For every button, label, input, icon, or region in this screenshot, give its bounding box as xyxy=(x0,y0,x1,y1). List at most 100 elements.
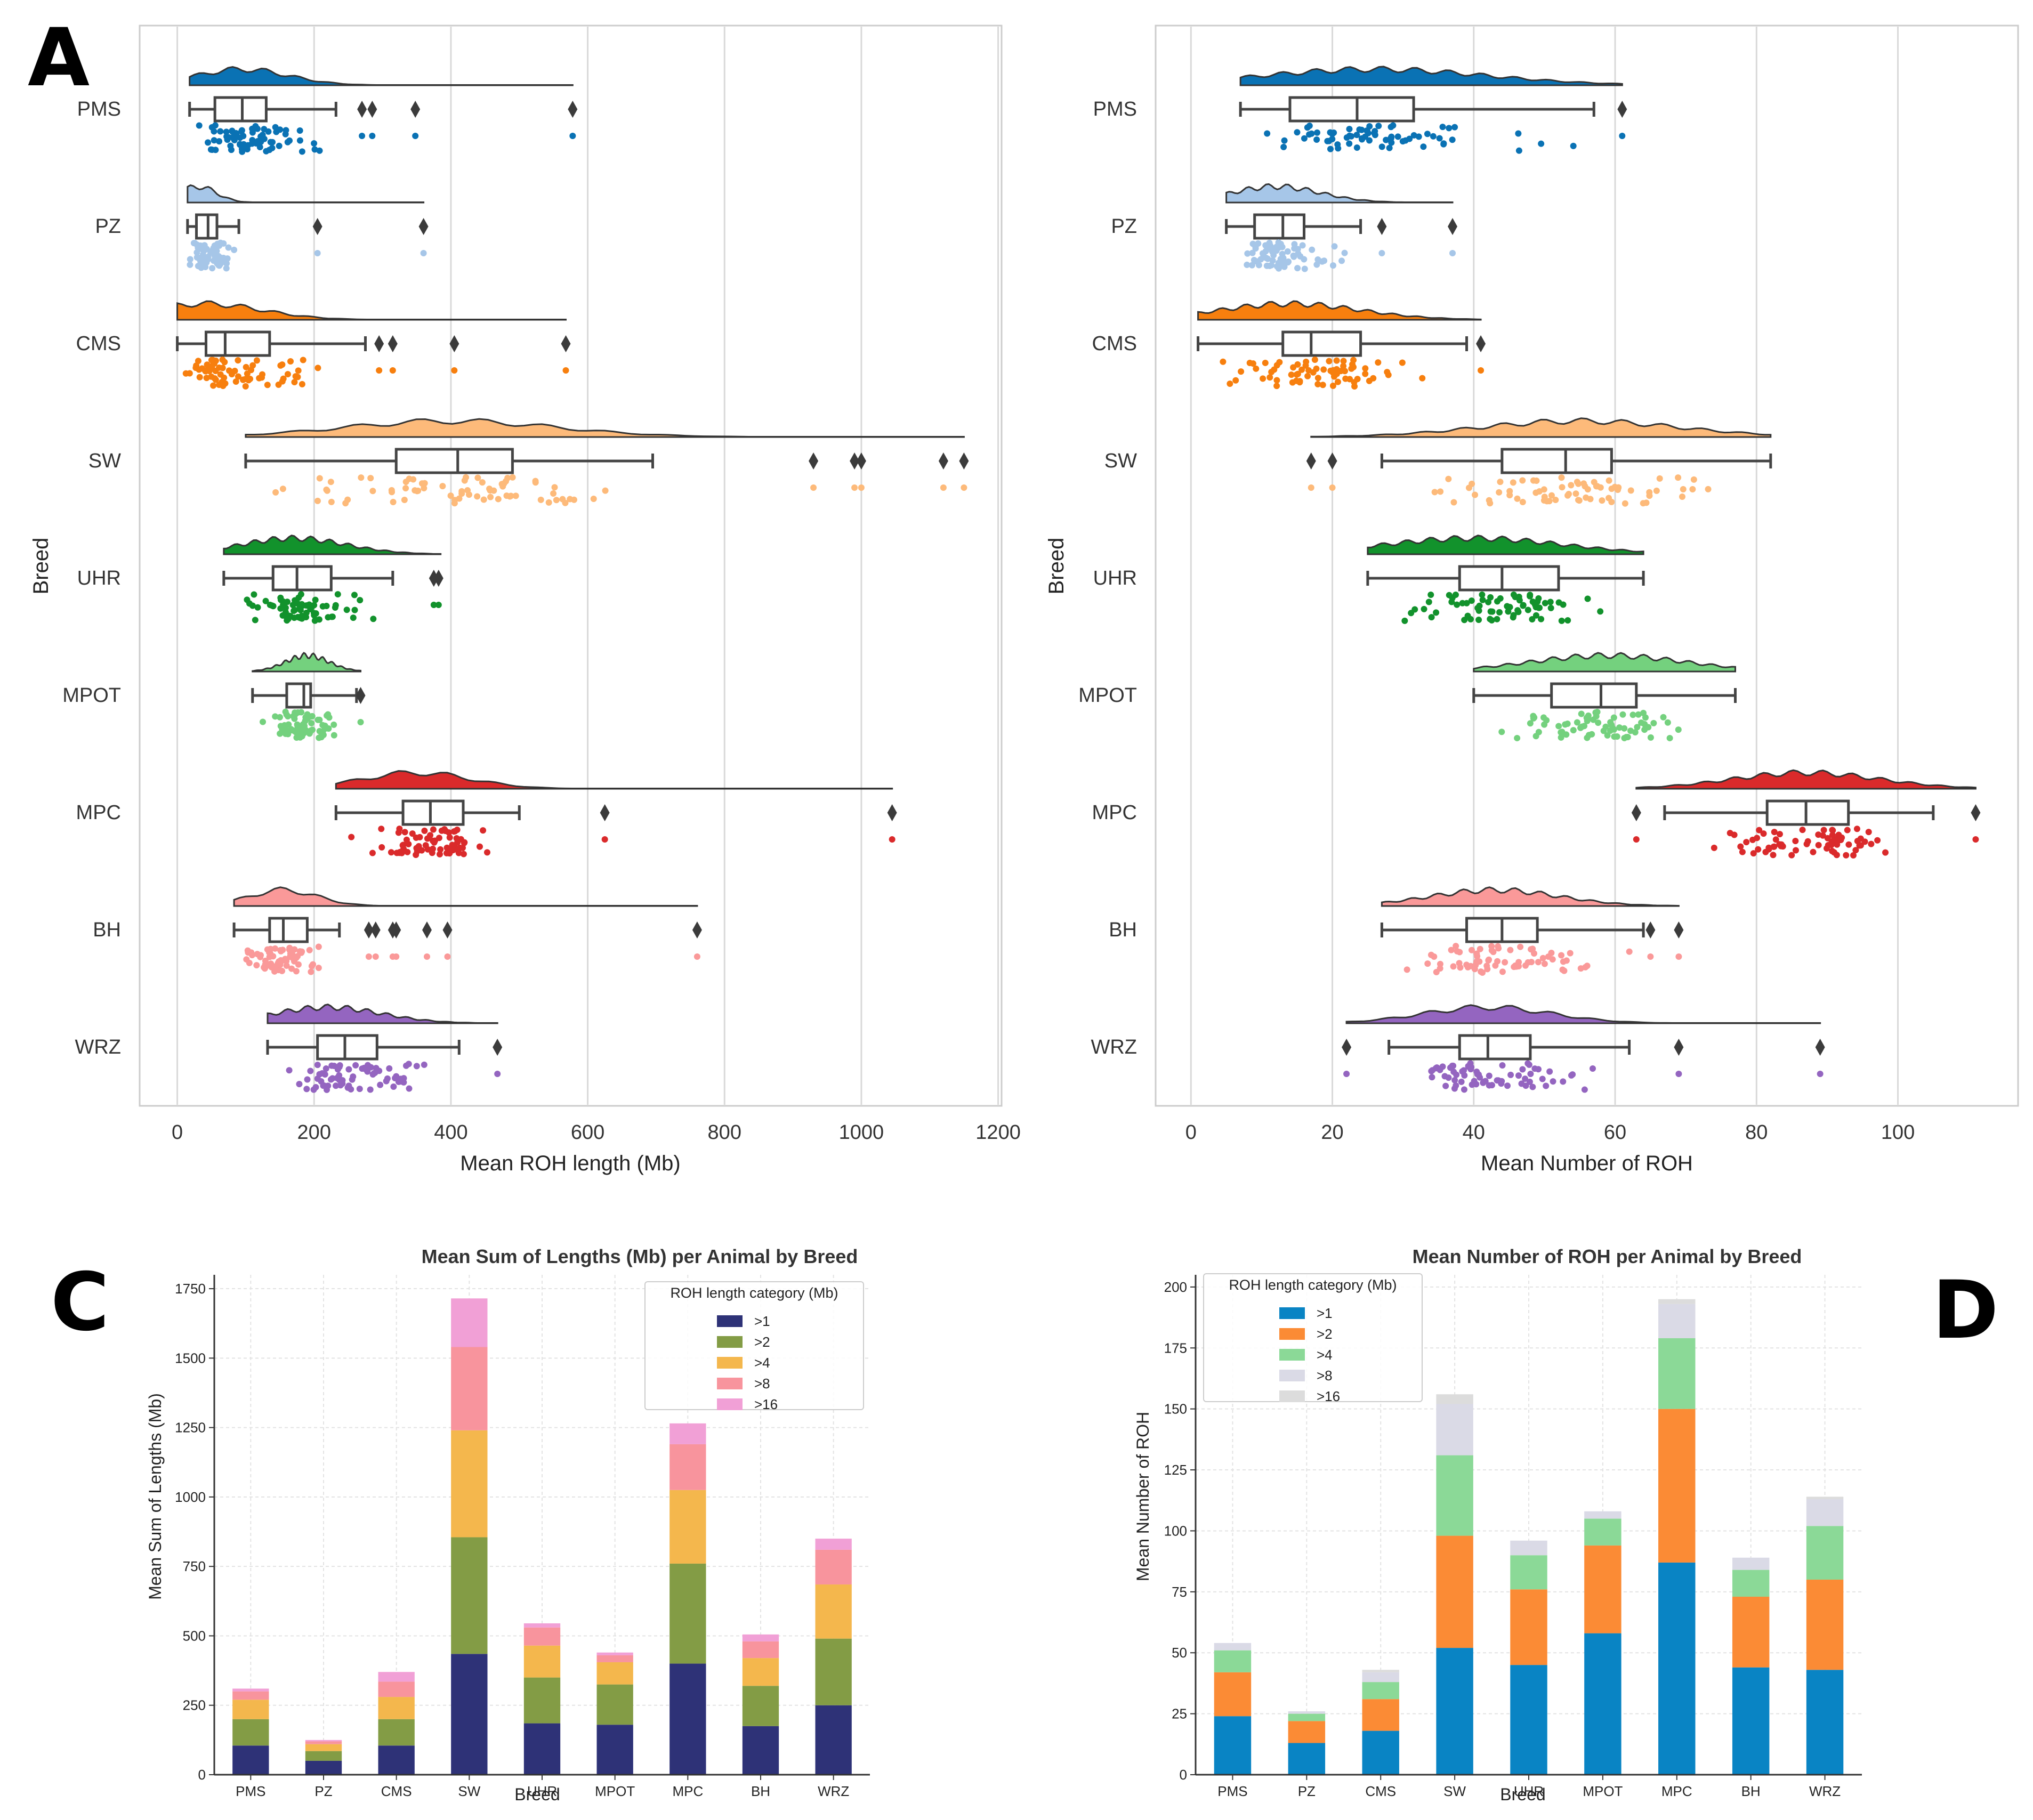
rain-point xyxy=(405,1061,412,1067)
y-tick-label: 25 xyxy=(1172,1706,1187,1722)
outlier-point xyxy=(1647,953,1654,960)
legend-swatch xyxy=(717,1398,743,1410)
legend-swatch xyxy=(717,1357,743,1369)
outlier-marker xyxy=(357,101,367,118)
rain-point xyxy=(364,1062,371,1069)
rain-point xyxy=(329,1075,336,1082)
rain-point xyxy=(1454,601,1461,608)
rain-point xyxy=(1468,597,1475,604)
rain-point xyxy=(1474,1071,1481,1078)
iqr-box xyxy=(1458,565,1560,592)
rain-point xyxy=(1281,137,1288,144)
y-tick-label: 1750 xyxy=(175,1281,206,1297)
rain-point xyxy=(1253,365,1260,372)
rain-point xyxy=(421,480,428,487)
rain-point xyxy=(351,606,358,613)
rain-point xyxy=(1737,843,1744,850)
rain-point xyxy=(1433,609,1440,616)
rain-point xyxy=(311,146,318,153)
rain-point xyxy=(464,487,471,494)
rain-point xyxy=(553,497,560,504)
rain-point xyxy=(217,371,224,378)
y-tick-label: 75 xyxy=(1172,1584,1187,1600)
rain-point xyxy=(487,494,494,500)
rain-point xyxy=(330,732,337,739)
rain-point xyxy=(249,125,256,132)
rain-point xyxy=(1519,477,1526,484)
rain-point xyxy=(1406,135,1413,142)
x-tick-label: MPC xyxy=(1661,1783,1692,1799)
rain-point xyxy=(1504,1082,1511,1089)
rain-point xyxy=(291,715,298,722)
rain-point xyxy=(1607,719,1614,726)
rain-point xyxy=(196,122,203,129)
rain-point xyxy=(1535,959,1542,966)
rain-point xyxy=(320,1082,327,1089)
rain-point xyxy=(1602,723,1609,730)
outlier-marker xyxy=(433,570,443,587)
rain-point xyxy=(232,378,239,385)
rain-point xyxy=(479,479,486,486)
rain-point xyxy=(377,1081,384,1088)
panel-c-x-axis-label: Breed xyxy=(514,1785,560,1804)
rain-point xyxy=(424,835,431,842)
y-tick-label: 1250 xyxy=(175,1420,206,1436)
rain-point xyxy=(262,597,269,604)
legend-label: >8 xyxy=(1317,1368,1333,1384)
rain-point xyxy=(1560,601,1567,608)
panel-b-plot xyxy=(1197,66,1981,1093)
panel-c-stacked-bar: Mean Sum of Lengths (Mb) per Animal by B… xyxy=(146,1245,870,1804)
rain-point xyxy=(388,849,394,856)
rain-point xyxy=(190,240,197,247)
rain-point xyxy=(480,496,487,503)
rain-point xyxy=(1577,724,1584,731)
rain-point xyxy=(1524,1060,1531,1067)
rain-point xyxy=(223,265,230,272)
rain-point xyxy=(211,128,217,135)
rain-point xyxy=(337,1082,344,1089)
rain-point xyxy=(349,1076,356,1083)
iqr-box xyxy=(401,799,465,826)
rain-point xyxy=(1338,257,1345,264)
rain-point xyxy=(276,714,283,721)
outlier-point xyxy=(412,133,419,139)
x-tick-label: MPOT xyxy=(1583,1783,1623,1799)
rain-point xyxy=(409,830,416,837)
rain-point xyxy=(1472,491,1479,498)
rain-point xyxy=(1375,123,1382,130)
rain-point xyxy=(1461,617,1468,624)
rain-point xyxy=(1454,948,1461,955)
rain-point xyxy=(1538,616,1545,622)
x-tick-label: 400 xyxy=(434,1121,467,1144)
rain-point xyxy=(283,127,289,134)
rain-point xyxy=(1459,1068,1466,1075)
rain-point xyxy=(1532,612,1539,619)
rain-point xyxy=(1538,140,1545,147)
rain-point xyxy=(1297,253,1304,260)
rain-point xyxy=(295,600,302,607)
rain-point xyxy=(458,490,465,497)
rain-point xyxy=(1679,494,1685,500)
rain-point xyxy=(332,602,339,609)
x-tick-label: CMS xyxy=(1365,1783,1396,1799)
rain-point xyxy=(1559,484,1566,491)
breed-label: MPOT xyxy=(1078,684,1137,707)
panel-letter-a: A xyxy=(28,12,90,104)
y-tick-label: 0 xyxy=(1180,1767,1187,1783)
rain-point xyxy=(551,484,558,491)
bar-segment xyxy=(815,1638,852,1705)
rain-point xyxy=(1530,477,1537,484)
rain-point xyxy=(370,616,377,622)
rain-point xyxy=(325,711,332,718)
panel-d-y-ticks: 0 25 50 75 100 125 150 175 200 xyxy=(1164,1279,1187,1783)
outlier-point xyxy=(393,953,400,960)
rain-point xyxy=(225,367,232,374)
x-tick-label: 40 xyxy=(1463,1121,1485,1144)
rain-point xyxy=(1446,125,1453,132)
x-tick-label: BH xyxy=(751,1783,770,1799)
breed-label: BH xyxy=(93,919,121,941)
rain-point xyxy=(1313,136,1320,143)
rain-point xyxy=(1458,1078,1465,1085)
rain-point xyxy=(550,490,557,497)
rain-point xyxy=(1558,474,1565,481)
